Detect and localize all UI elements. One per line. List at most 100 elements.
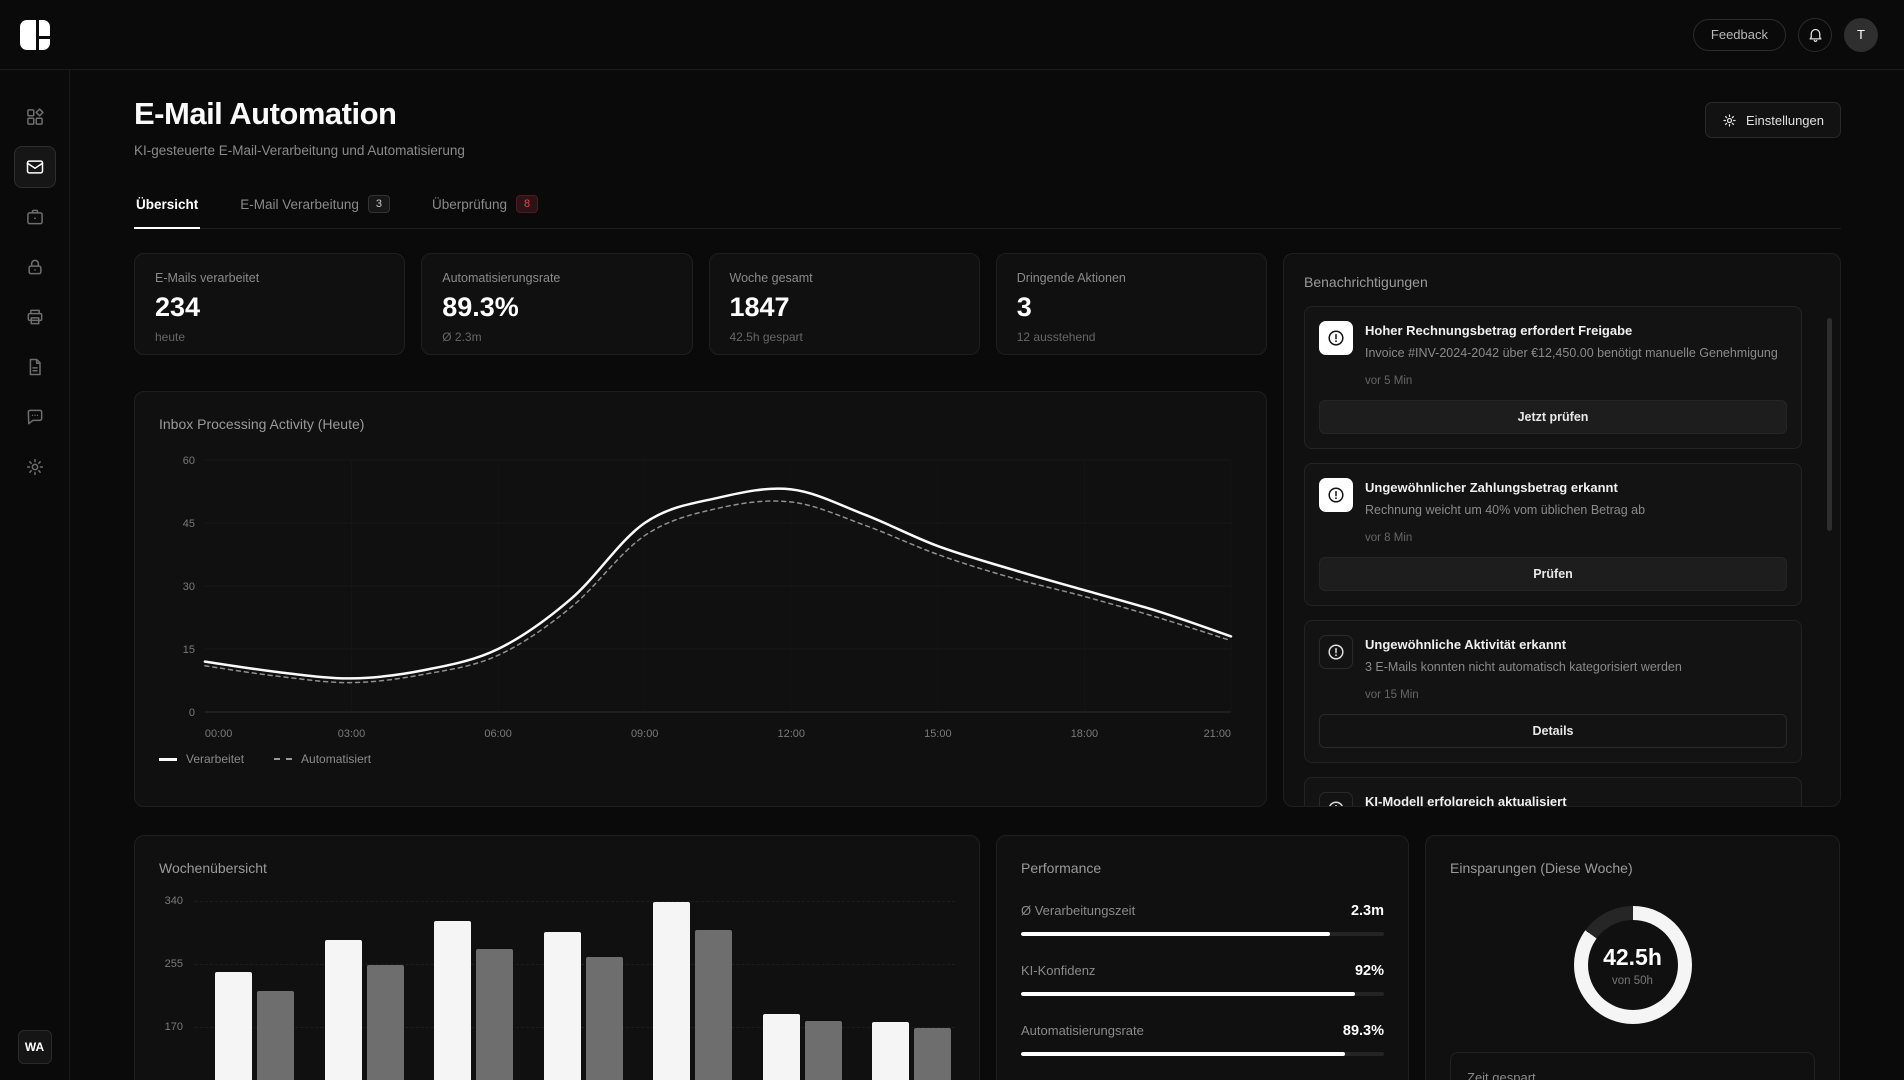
bar-verarbeitet [215,972,252,1080]
sidebar-item-email[interactable] [13,146,56,188]
topbar: Feedback T [0,0,1904,70]
stat-value: 1847 [729,292,790,322]
stat-card-emails-processed: E-Mails verarbeitet 234 heute [134,253,406,355]
stat-caption: heute [155,330,186,344]
user-avatar[interactable]: T [1844,17,1878,52]
svg-text:21:00: 21:00 [1204,728,1231,740]
notification-unusual-amount: Ungewöhnlicher Zahlungsbetrag erkannt Re… [1304,463,1802,607]
feedback-button[interactable]: Feedback [1692,18,1786,51]
sidebar-item-settings[interactable] [14,446,56,488]
svg-text:00:00: 00:00 [205,728,232,740]
chat-icon [25,407,45,427]
logo-container [0,19,70,50]
workspace-badge[interactable]: WA [17,1030,52,1064]
bar-verarbeitet [543,932,581,1080]
notification-title: Ungewöhnliche Aktivität erkannt [1365,637,1567,653]
page-subtitle: KI-gesteuerte E-Mail-Verarbeitung und Au… [134,143,465,158]
bar-group [215,972,294,1080]
notification-time: vor 8 Min [1365,532,1413,545]
alert-circle-icon [1319,478,1353,513]
stat-value: 234 [155,292,201,322]
bell-icon [1807,26,1824,43]
tab-count-badge: 3 [367,195,390,213]
bar-group [762,1013,842,1080]
notification-high-invoice: Hoher Rechnungsbetrag erfordert Freigabe… [1304,306,1802,450]
performance-label: Automatisierungsrate [1021,1023,1144,1038]
performance-value: 89.3% [1342,1023,1384,1039]
invoice-printer-icon [25,307,45,327]
performance-row-automation-rate: Automatisierungsrate 89.3% [1021,1023,1384,1056]
bar-automatisiert [476,948,513,1080]
progress-fill [1021,932,1330,936]
svg-text:03:00: 03:00 [338,728,365,740]
notifications-bell-button[interactable] [1798,17,1832,52]
bar-automatisiert [695,930,732,1080]
details-button[interactable]: Details [1319,714,1787,749]
bar-group [434,920,513,1080]
bar-verarbeitet [872,1022,909,1080]
page-header: E-Mail Automation KI-gesteuerte E-Mail-V… [134,96,1841,158]
tab-alert-badge: 8 [516,195,539,213]
svg-text:30: 30 [183,581,195,593]
donut-center: 42.5h von 50h [1587,920,1678,1010]
legend-label: Automatisiert [301,752,372,766]
inbox-activity-line-chart: 00:00 03:00 06:00 09:00 12:00 15:00 18:00 21:00… [183,455,1233,740]
settings-button-label: Einstellungen [1745,112,1824,128]
sidebar-item-security[interactable] [14,246,56,288]
app-logo-icon[interactable] [20,19,50,50]
overview-column: E-Mails verarbeitet 234 heute Automatisi… [134,253,1267,807]
sidebar-item-chat[interactable] [14,396,56,438]
stat-label: Woche gesamt [729,271,813,285]
progress-fill [1021,1052,1346,1056]
sidebar: WA [0,70,70,1080]
week-overview-card: Wochenübersicht 340255170850 [134,835,980,1080]
bar-group [653,902,732,1080]
review-now-button[interactable]: Jetzt prüfen [1319,400,1787,435]
chart-title: Inbox Processing Activity (Heute) [159,416,365,432]
performance-value: 2.3m [1350,903,1384,919]
svg-text:45: 45 [183,518,195,530]
svg-text:15: 15 [183,644,195,656]
stat-card-week-total: Woche gesamt 1847 42.5h gespart [708,253,980,355]
notification-description: 3 E-Mails konnten nicht automatisch kate… [1365,660,1682,675]
bar-chart-gridline: 340 [159,895,955,907]
week-overview-bar-chart: 340255170850 [159,895,955,1080]
performance-card: Performance Ø Verarbeitungszeit 2.3m KI-… [996,835,1409,1080]
notification-title: Hoher Rechnungsbetrag erfordert Freigabe [1365,323,1633,338]
tab-label: E-Mail Verarbeitung [240,196,359,212]
sidebar-item-invoices[interactable] [14,296,56,338]
stat-label: E-Mails verarbeitet [155,271,260,285]
check-button[interactable]: Prüfen [1319,557,1787,592]
stats-row: E-Mails verarbeitet 234 heute Automatisi… [134,253,1267,355]
svg-text:18:00: 18:00 [1071,728,1098,740]
bar-verarbeitet [762,1013,800,1080]
donut-value: 42.5h [1603,943,1662,970]
stat-caption: 42.5h gespart [729,330,803,344]
page-title: E-Mail Automation [134,96,397,131]
briefcase-icon [25,207,45,227]
notification-time: vor 5 Min [1365,375,1413,388]
progress-fill [1021,992,1355,996]
tab-uebersicht[interactable]: Übersicht [134,185,201,229]
sidebar-item-dashboard[interactable] [14,96,56,138]
sidebar-item-jobs[interactable] [14,196,56,238]
gear-icon [25,457,45,477]
tab-ueberpruefung[interactable]: Überprüfung 8 [430,185,540,228]
notification-description: Rechnung weicht um 40% vom üblichen Betr… [1365,503,1646,518]
gear-icon [1722,113,1737,128]
stat-value: 3 [1016,292,1032,322]
performance-label: Ø Verarbeitungszeit [1021,903,1136,918]
sidebar-item-documents[interactable] [14,346,56,388]
dashboard-icon [25,107,45,127]
performance-value: 92% [1354,963,1384,979]
settings-button[interactable]: Einstellungen [1704,102,1841,138]
progress-track [1021,1052,1384,1056]
svg-text:09:00: 09:00 [631,728,658,740]
tab-email-verarbeitung[interactable]: E-Mail Verarbeitung 3 [238,185,392,228]
tab-label: Übersicht [136,196,199,212]
notification-unusual-activity: Ungewöhnliche Aktivität erkannt 3 E-Mail… [1304,620,1802,764]
tab-label: Überprüfung [431,196,508,212]
document-icon [25,357,45,377]
bar-verarbeitet [324,939,362,1080]
notifications-scrollbar[interactable] [1827,318,1832,531]
